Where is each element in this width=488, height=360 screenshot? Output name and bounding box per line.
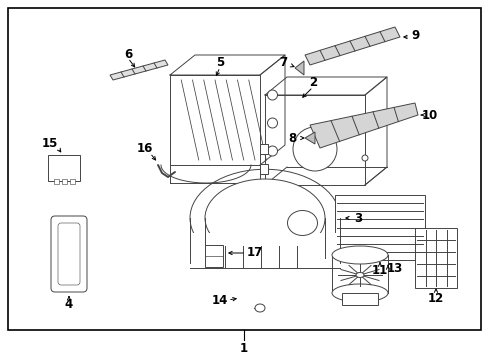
Text: 12: 12 xyxy=(427,292,443,305)
Ellipse shape xyxy=(331,284,387,302)
Ellipse shape xyxy=(287,211,317,235)
Bar xyxy=(334,195,424,260)
Text: 2: 2 xyxy=(308,76,316,89)
Polygon shape xyxy=(305,132,314,144)
Text: 15: 15 xyxy=(42,136,58,149)
Text: 8: 8 xyxy=(287,131,296,144)
Ellipse shape xyxy=(267,146,277,156)
Text: 11: 11 xyxy=(371,264,387,276)
Bar xyxy=(62,179,67,184)
Bar xyxy=(184,233,345,308)
Bar xyxy=(54,179,59,184)
Text: 3: 3 xyxy=(353,212,361,225)
Text: 6: 6 xyxy=(123,48,132,60)
Ellipse shape xyxy=(355,273,363,278)
FancyBboxPatch shape xyxy=(51,216,87,292)
Text: 17: 17 xyxy=(246,247,263,260)
Polygon shape xyxy=(309,103,417,148)
Ellipse shape xyxy=(204,179,325,257)
FancyBboxPatch shape xyxy=(58,223,80,285)
Bar xyxy=(8,8,480,330)
Text: 16: 16 xyxy=(137,141,153,154)
Bar xyxy=(48,155,80,181)
Ellipse shape xyxy=(254,304,264,312)
Bar xyxy=(204,245,223,267)
Polygon shape xyxy=(110,60,168,80)
Bar xyxy=(414,228,456,288)
Text: 13: 13 xyxy=(386,261,402,274)
Bar xyxy=(70,179,75,184)
Text: 4: 4 xyxy=(65,297,73,310)
Text: 5: 5 xyxy=(215,55,224,68)
Polygon shape xyxy=(305,27,399,65)
Bar xyxy=(260,164,267,174)
Polygon shape xyxy=(294,61,304,75)
Bar xyxy=(260,144,267,154)
Text: 7: 7 xyxy=(278,55,286,68)
Ellipse shape xyxy=(361,155,367,161)
Ellipse shape xyxy=(267,118,277,128)
Text: 1: 1 xyxy=(240,342,247,356)
Text: 9: 9 xyxy=(410,28,418,41)
Text: 10: 10 xyxy=(421,108,437,122)
Text: 14: 14 xyxy=(211,293,228,306)
Ellipse shape xyxy=(292,127,336,171)
Bar xyxy=(341,293,377,305)
Ellipse shape xyxy=(267,90,277,100)
Ellipse shape xyxy=(331,246,387,264)
